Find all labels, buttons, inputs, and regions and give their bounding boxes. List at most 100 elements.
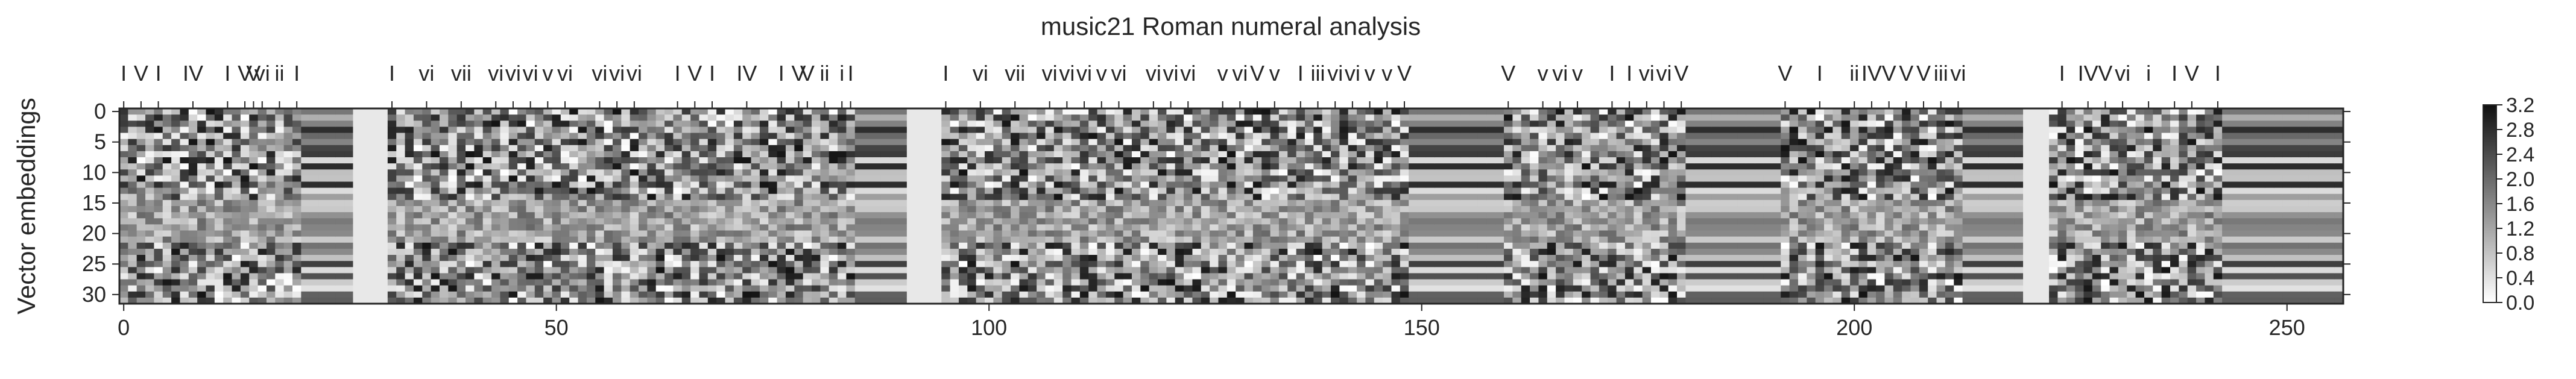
heatmap-cell — [1270, 169, 1280, 176]
heatmap-cell — [1071, 230, 1081, 237]
heatmap-cell — [665, 127, 674, 134]
heatmap-cell — [422, 212, 432, 219]
heatmap-cell — [699, 121, 709, 127]
heatmap-cell — [1210, 108, 1219, 115]
heatmap-cell — [136, 224, 146, 231]
heatmap-cell — [249, 291, 259, 298]
heatmap-cell — [1184, 139, 1193, 146]
heatmap-cell — [379, 175, 388, 183]
heatmap-column — [1417, 108, 1427, 304]
heatmap-cell — [543, 273, 553, 280]
heatmap-cell — [621, 297, 631, 304]
heatmap-cell — [1140, 199, 1150, 207]
heatmap-cell — [621, 181, 631, 189]
heatmap-cell — [560, 169, 570, 176]
heatmap-cell — [206, 230, 215, 237]
heatmap-cell — [526, 206, 535, 213]
heatmap-cell — [1062, 127, 1072, 134]
heatmap-cell — [820, 175, 830, 183]
heatmap-cell — [257, 133, 267, 140]
heatmap-cell — [206, 285, 215, 292]
heatmap-cell — [838, 151, 847, 158]
heatmap-cell — [751, 114, 760, 121]
heatmap-cell — [1037, 291, 1046, 298]
heatmap-cell — [327, 297, 336, 304]
heatmap-cell — [1011, 163, 1020, 170]
heatmap-cell — [1313, 261, 1323, 268]
heatmap-column — [517, 108, 527, 304]
heatmap-cell — [1400, 291, 1409, 298]
heatmap-cell — [500, 157, 510, 164]
heatmap-cell — [690, 230, 700, 237]
heatmap-cell — [309, 297, 319, 304]
heatmap-cell — [119, 139, 128, 146]
heatmap-cell — [578, 218, 587, 225]
heatmap-cell — [439, 175, 449, 183]
heatmap-cell — [1348, 218, 1357, 225]
heatmap-cell — [950, 175, 959, 183]
heatmap-cell — [1417, 248, 1427, 255]
heatmap-cell — [967, 255, 977, 262]
heatmap-cell — [292, 267, 301, 274]
heatmap-cell — [639, 242, 648, 249]
heatmap-cell — [1331, 248, 1340, 255]
heatmap-column — [491, 108, 501, 304]
heatmap-cell — [950, 157, 959, 164]
heatmap-cell — [526, 169, 535, 176]
heatmap-cell — [1357, 151, 1366, 158]
heatmap-cell — [1149, 157, 1158, 164]
heatmap-cell — [803, 133, 812, 140]
heatmap-cell — [976, 121, 985, 127]
heatmap-cell — [1028, 199, 1037, 207]
heatmap-cell — [578, 139, 587, 146]
heatmap-cell — [794, 285, 804, 292]
heatmap-cell — [1037, 169, 1046, 176]
heatmap-cell — [777, 175, 786, 183]
heatmap-cell — [1261, 114, 1271, 121]
heatmap-cell — [898, 193, 908, 201]
heatmap-cell — [318, 157, 327, 164]
heatmap-cell — [1028, 261, 1037, 268]
heatmap-cell — [1278, 267, 1288, 274]
heatmap-cell — [379, 218, 388, 225]
heatmap-cell — [639, 169, 648, 176]
heatmap-cell — [1123, 193, 1132, 201]
heatmap-cell — [456, 151, 466, 158]
heatmap-cell — [958, 169, 968, 176]
heatmap-cell — [1002, 181, 1011, 189]
heatmap-cell — [171, 230, 181, 237]
heatmap-cell — [474, 212, 484, 219]
heatmap-cell — [482, 267, 492, 274]
heatmap-cell — [1287, 133, 1297, 140]
heatmap-cell — [1278, 273, 1288, 280]
heatmap-cell — [699, 279, 709, 286]
heatmap-cell — [162, 242, 172, 249]
heatmap-column — [932, 108, 942, 304]
heatmap-column — [725, 108, 734, 304]
heatmap-cell — [785, 291, 795, 298]
heatmap-cell — [318, 206, 327, 213]
heatmap-column — [838, 108, 847, 304]
heatmap-cell — [846, 157, 856, 164]
heatmap-cell — [361, 175, 371, 183]
heatmap-cell — [958, 133, 968, 140]
heatmap-cell — [232, 187, 241, 195]
heatmap-cell — [924, 199, 933, 207]
heatmap-cell — [1201, 285, 1210, 292]
heatmap-cell — [655, 139, 665, 146]
heatmap-cell — [655, 175, 665, 183]
heatmap-cell — [413, 114, 423, 121]
heatmap-cell — [699, 145, 709, 152]
heatmap-cell — [283, 193, 293, 201]
heatmap-cell — [379, 193, 388, 201]
heatmap-cell — [1149, 242, 1158, 249]
heatmap-cell — [1296, 273, 1305, 280]
heatmap-cell — [1296, 224, 1305, 231]
heatmap-cell — [526, 151, 535, 158]
heatmap-cell — [309, 193, 319, 201]
heatmap-cell — [171, 236, 181, 243]
heatmap-cell — [725, 224, 734, 231]
heatmap-cell — [439, 108, 449, 115]
heatmap-cell — [1278, 199, 1288, 207]
heatmap-cell — [1261, 236, 1271, 243]
